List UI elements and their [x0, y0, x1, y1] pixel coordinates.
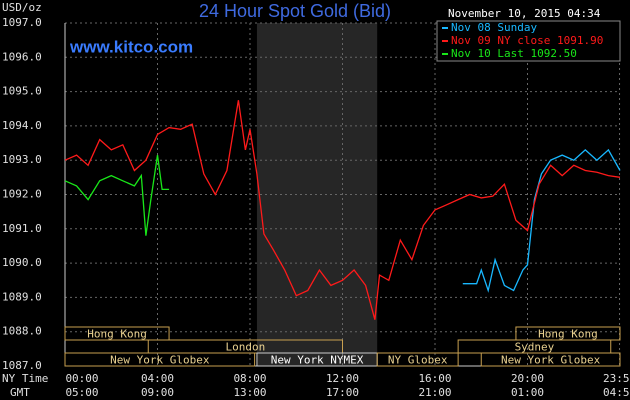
legend-label: Nov 08 Sunday: [451, 21, 537, 34]
gmt-tick-label: 17:00: [326, 386, 359, 399]
session-label: New York Globex: [110, 354, 210, 367]
session-label: Hong Kong: [538, 328, 598, 341]
gmt-tick-label: 09:00: [141, 386, 174, 399]
y-tick-label: 1094.0: [2, 119, 42, 132]
session-box: [480, 352, 621, 367]
x-tick-label: 08:00: [233, 372, 266, 385]
y-tick-label: 1097.0: [2, 16, 42, 29]
x-tick-label: 23:59: [603, 372, 630, 385]
y-tick-label: 1088.0: [2, 325, 42, 338]
y-tick-label: 1090.0: [2, 256, 42, 269]
y-tick-label: 1091.0: [2, 222, 42, 235]
legend-label: Nov 09 NY close 1091.90: [451, 34, 603, 47]
x-row-label: NY Time: [2, 372, 48, 385]
y-tick-label: 1092.0: [2, 188, 42, 201]
y-tick-label: 1095.0: [2, 85, 42, 98]
session-label: Sydney: [515, 341, 555, 354]
x-tick-label: 20:00: [511, 372, 544, 385]
y-tick-label: 1089.0: [2, 290, 42, 303]
gmt-tick-label: 21:00: [418, 386, 451, 399]
series-line: [64, 100, 621, 320]
session-label: London: [226, 341, 266, 354]
x-tick-label: 04:00: [141, 372, 174, 385]
session-box: [64, 326, 170, 341]
gmt-tick-label: 04:59: [603, 386, 630, 399]
session-shade: [256, 23, 378, 366]
series-line: [64, 155, 170, 236]
x-row-label: GMT: [10, 386, 30, 399]
timestamp: November 10, 2015 04:34: [448, 7, 601, 20]
chart-title: 24 Hour Spot Gold (Bid): [199, 1, 391, 21]
session-label: New York NYMEX: [271, 354, 364, 367]
y-tick-label: 1096.0: [2, 50, 42, 63]
site-label: www.kitco.com: [69, 37, 193, 56]
session-label: New York Globex: [501, 354, 601, 367]
y-tick-label: 1087.0: [2, 359, 42, 372]
x-tick-label: 12:00: [326, 372, 359, 385]
gmt-tick-label: 13:00: [233, 386, 266, 399]
y-tick-label: 1093.0: [2, 153, 42, 166]
session-label: Hong Kong: [87, 328, 147, 341]
legend-box: [436, 20, 621, 62]
gmt-tick-label: 01:00: [511, 386, 544, 399]
x-tick-label: 16:00: [418, 372, 451, 385]
legend-label: Nov 10 Last 1092.50: [451, 47, 577, 60]
session-box: [64, 352, 256, 367]
session-label: NY Globex: [388, 354, 448, 367]
gmt-tick-label: 05:00: [65, 386, 98, 399]
unit-label: USD/oz: [2, 1, 42, 14]
session-box: [376, 352, 459, 367]
series-line: [462, 148, 621, 293]
x-tick-label: 00:00: [65, 372, 98, 385]
